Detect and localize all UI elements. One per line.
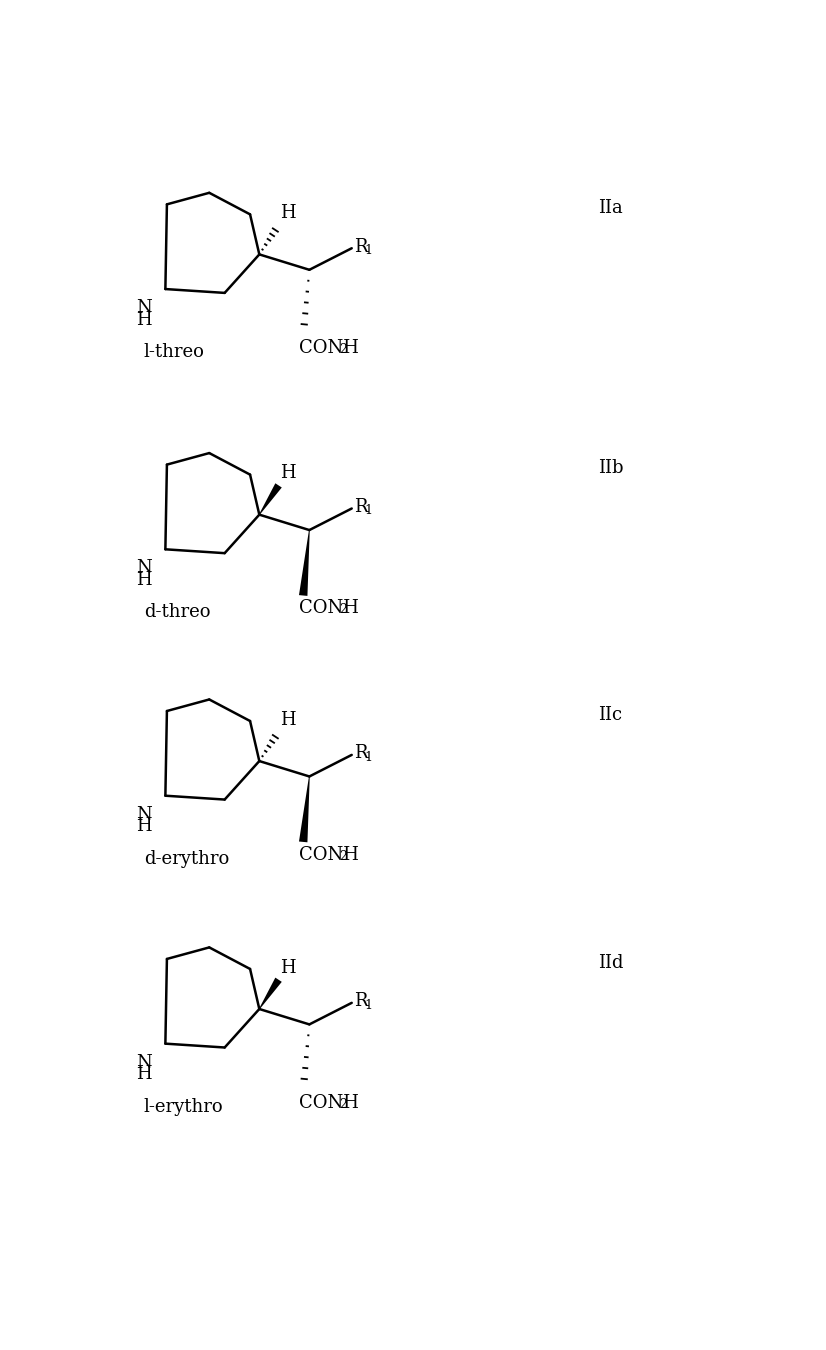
Text: IIc: IIc: [598, 706, 622, 724]
Text: H: H: [136, 571, 152, 589]
Text: d-erythro: d-erythro: [144, 849, 229, 868]
Text: d-threo: d-threo: [144, 603, 211, 621]
Polygon shape: [299, 776, 310, 842]
Text: CONH: CONH: [299, 599, 359, 617]
Text: IIb: IIb: [598, 459, 624, 477]
Text: R: R: [354, 498, 368, 516]
Text: H: H: [280, 464, 296, 482]
Text: H: H: [136, 310, 152, 328]
Polygon shape: [299, 531, 310, 595]
Text: N: N: [136, 1053, 152, 1072]
Polygon shape: [259, 483, 282, 514]
Text: 2: 2: [339, 849, 347, 863]
Text: 1: 1: [365, 999, 373, 1011]
Text: H: H: [280, 958, 296, 976]
Text: IId: IId: [598, 953, 624, 972]
Text: R: R: [354, 744, 368, 763]
Text: l-threo: l-threo: [144, 343, 205, 360]
Text: H: H: [280, 710, 296, 729]
Text: 1: 1: [365, 751, 373, 764]
Text: l-erythro: l-erythro: [144, 1098, 224, 1115]
Text: R: R: [354, 992, 368, 1010]
Polygon shape: [259, 977, 282, 1010]
Text: 2: 2: [339, 603, 347, 616]
Text: CONH: CONH: [299, 339, 359, 358]
Text: 1: 1: [365, 505, 373, 517]
Text: N: N: [136, 559, 152, 578]
Text: H: H: [136, 817, 152, 836]
Text: 2: 2: [339, 1098, 347, 1111]
Text: R: R: [354, 238, 368, 255]
Text: 2: 2: [339, 343, 347, 356]
Text: N: N: [136, 806, 152, 824]
Text: CONH: CONH: [299, 1094, 359, 1111]
Text: CONH: CONH: [299, 845, 359, 864]
Text: N: N: [136, 300, 152, 317]
Text: H: H: [136, 1065, 152, 1083]
Text: 1: 1: [365, 244, 373, 256]
Text: IIa: IIa: [598, 198, 623, 217]
Text: H: H: [280, 204, 296, 221]
